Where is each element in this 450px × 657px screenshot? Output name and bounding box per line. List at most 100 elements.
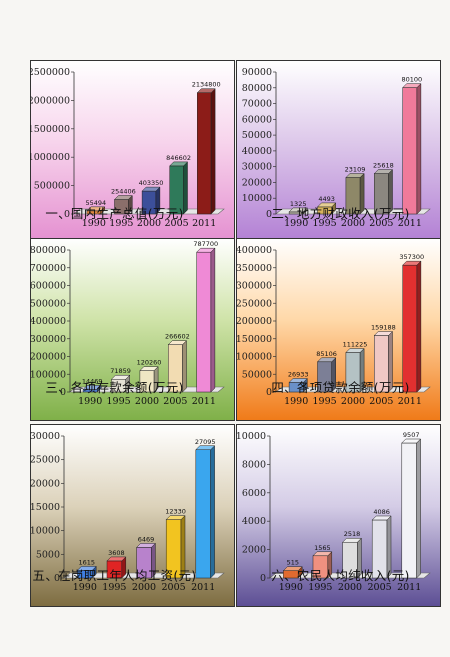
- chart-deposits: 0 100000 200000 300000 400000 500000 600000 700…: [30, 238, 235, 421]
- bar: [196, 88, 216, 215]
- y-tick-label: 600000: [30, 281, 66, 292]
- y-tick-label: 100000: [30, 369, 66, 380]
- y-tick-label: 200000: [30, 352, 66, 363]
- chart-svg: 0 50000 100000 150000 200000 250000 300000 3500…: [236, 238, 441, 421]
- bar-value-label: 357300: [399, 253, 424, 261]
- x-tick-label: 1995: [109, 218, 133, 229]
- bar: [371, 515, 392, 579]
- bar: [139, 366, 159, 393]
- bar: [167, 340, 188, 393]
- chart-svg: 0 5000 10000 15000 20000 25000 30000 1615 1990 36…: [30, 424, 235, 607]
- x-tick-label: 2000: [137, 218, 161, 229]
- bar: [110, 374, 131, 393]
- bar: [282, 566, 303, 579]
- y-tick-label: 25000: [30, 455, 60, 466]
- chart-svg: 0 500000 1000000 1500000 2000000 2500000 55494…: [30, 60, 235, 243]
- bar-value-label: 55494: [85, 199, 106, 207]
- x-tick-label: 2011: [398, 218, 422, 229]
- x-tick-label: 1990: [78, 396, 102, 407]
- y-tick-label: 2000: [242, 545, 266, 556]
- bar-value-label: 2134800: [192, 81, 221, 89]
- chart-svg: 0 10000 20000 30000 40000 50000 60000 70000 8000…: [236, 60, 441, 243]
- x-tick-label: 2000: [135, 396, 159, 407]
- x-tick-label: 1990: [279, 582, 303, 593]
- y-tick-label: 30000: [30, 431, 60, 442]
- y-tick-label: 0: [64, 209, 70, 220]
- y-tick-label: 2000000: [30, 95, 70, 106]
- y-tick-label: 800000: [30, 245, 66, 256]
- bar-value-label: 4086: [373, 508, 390, 516]
- y-tick-label: 10000: [236, 431, 266, 442]
- chart-loans: 0 50000 100000 150000 200000 250000 300000 3500…: [236, 238, 441, 421]
- caption-gdp: 一、国内生产总值(万元): [45, 206, 184, 221]
- bar: [373, 168, 394, 215]
- bar-value-label: 27095: [195, 438, 216, 446]
- x-tick-label: 2011: [191, 582, 215, 593]
- x-tick-label: 1995: [308, 582, 332, 593]
- x-tick-label: 2011: [398, 396, 422, 407]
- chart-farmer-income: 0 2000 4000 6000 8000 10000 515 1990 1565 1995 251…: [236, 424, 441, 607]
- y-tick-label: 300000: [236, 281, 272, 292]
- bar-value-label: 515: [287, 559, 299, 567]
- bar: [196, 247, 216, 393]
- y-tick-label: 50000: [242, 369, 272, 380]
- x-tick-label: 2000: [341, 218, 365, 229]
- x-tick-label: 2005: [165, 218, 189, 229]
- bar-value-label: 6469: [138, 535, 155, 543]
- bar: [316, 202, 337, 215]
- bar-value-label: 1325: [290, 200, 307, 208]
- bar-value-label: 2518: [344, 530, 361, 538]
- bar-value-label: 120260: [137, 359, 162, 367]
- bar-value-label: 159188: [371, 323, 396, 331]
- y-tick-label: 0: [260, 573, 266, 584]
- y-tick-label: 40000: [242, 146, 272, 157]
- y-tick-label: 1000000: [30, 152, 70, 163]
- bar-value-label: 1615: [79, 558, 96, 566]
- y-tick-label: 400000: [30, 316, 66, 327]
- y-tick-label: 60000: [242, 114, 272, 125]
- bar: [113, 194, 133, 215]
- caption-deposits: 三、各项存款余额(万元): [45, 380, 184, 395]
- bar: [169, 161, 189, 215]
- y-tick-label: 150000: [236, 334, 272, 345]
- bar: [195, 445, 216, 579]
- bar-value-label: 80100: [401, 76, 422, 84]
- bar: [106, 556, 127, 579]
- y-tick-label: 20000: [30, 478, 60, 489]
- caption-farmer-income: 六、农民人均纯收入(元): [271, 568, 410, 583]
- y-tick-label: 250000: [236, 298, 272, 309]
- bar-value-label: 85106: [316, 350, 337, 358]
- x-tick-label: 1995: [313, 396, 337, 407]
- x-tick-label: 2011: [397, 582, 421, 593]
- bar-value-label: 403350: [139, 179, 164, 187]
- bar: [86, 206, 106, 215]
- bar-value-label: 9507: [403, 431, 420, 439]
- y-tick-label: 90000: [242, 67, 272, 78]
- x-tick-label: 1995: [107, 396, 131, 407]
- y-tick-label: 350000: [236, 263, 272, 274]
- y-tick-label: 2500000: [30, 67, 70, 78]
- x-tick-label: 2011: [192, 218, 216, 229]
- y-tick-label: 10000: [30, 526, 60, 537]
- x-tick-label: 1995: [313, 218, 337, 229]
- bar-value-label: 23109: [345, 166, 366, 174]
- bar: [401, 438, 422, 579]
- bar-value-label: 71859: [110, 367, 131, 375]
- chart-fiscal-revenue: 0 10000 20000 30000 40000 50000 60000 70000 8000…: [236, 60, 441, 243]
- bar: [135, 542, 157, 579]
- y-tick-label: 70000: [242, 99, 272, 110]
- y-tick-label: 700000: [30, 263, 66, 274]
- bar: [76, 565, 97, 579]
- y-tick-label: 500000: [34, 181, 70, 192]
- bar: [141, 186, 161, 215]
- bar: [288, 377, 308, 393]
- y-tick-label: 4000: [242, 516, 266, 527]
- bar-value-label: 266602: [165, 333, 190, 341]
- x-tick-label: 1990: [82, 218, 106, 229]
- bar: [312, 551, 333, 579]
- bar: [373, 330, 394, 393]
- bar: [345, 347, 365, 393]
- x-tick-label: 1990: [284, 218, 308, 229]
- x-tick-label: 1995: [102, 582, 126, 593]
- bar: [402, 260, 422, 393]
